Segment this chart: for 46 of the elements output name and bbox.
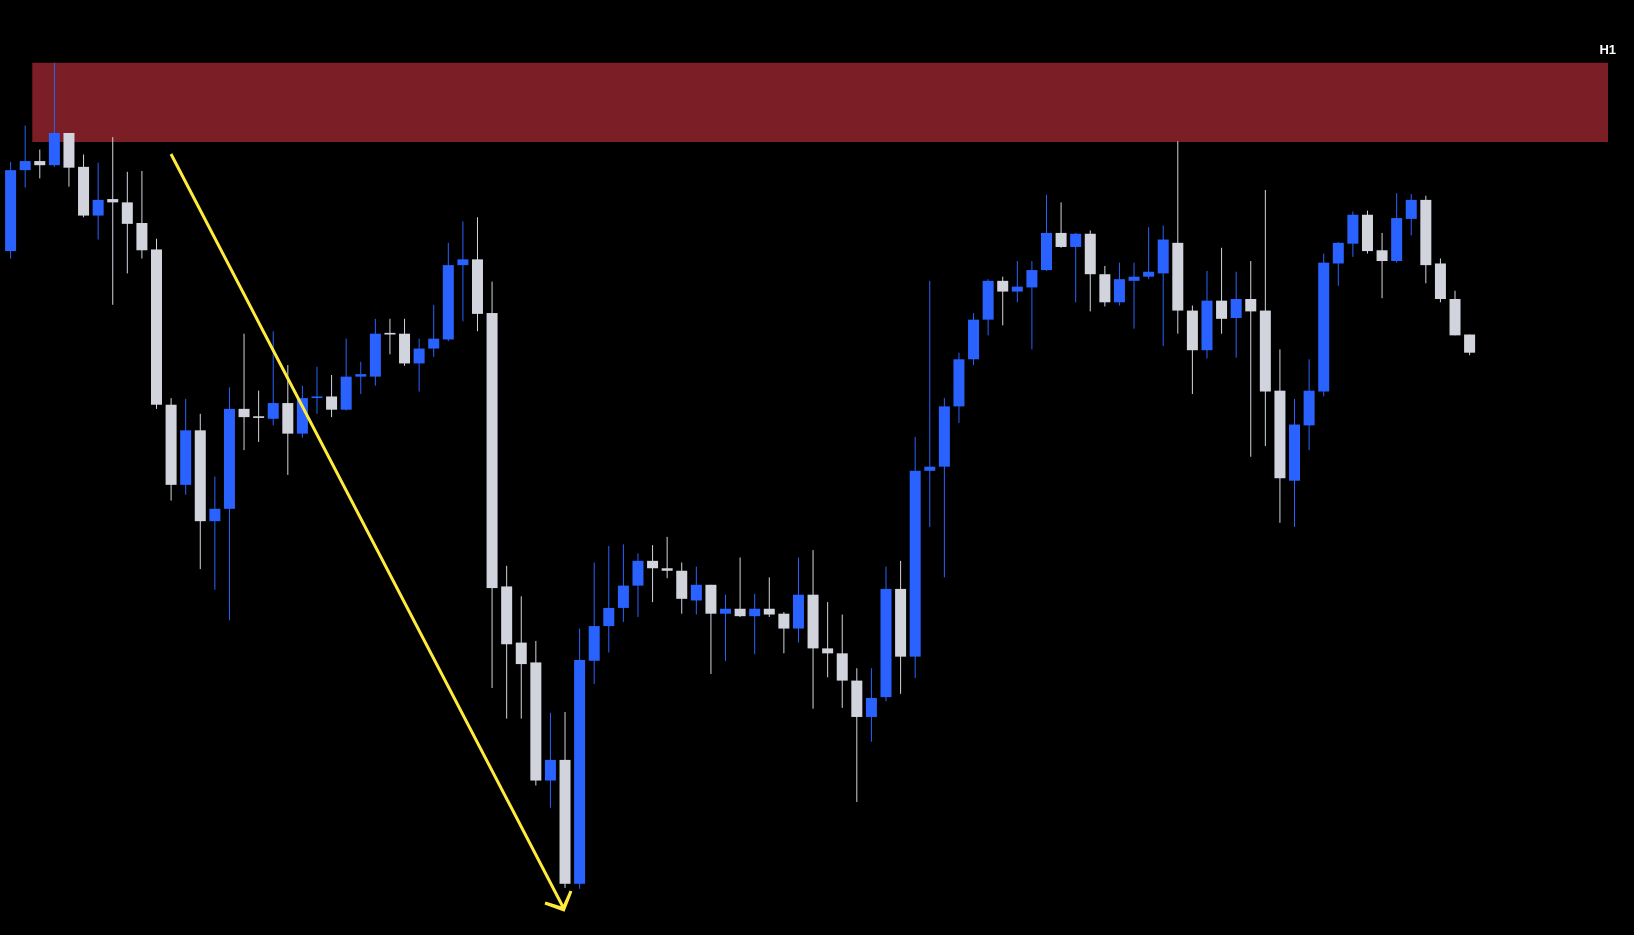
candlestick xyxy=(1230,271,1242,359)
candlestick xyxy=(749,593,761,655)
candlestick xyxy=(865,667,877,743)
candlestick xyxy=(617,543,629,623)
candlestick xyxy=(107,136,119,306)
candlestick xyxy=(384,318,396,355)
candlestick xyxy=(1055,201,1067,249)
candlestick xyxy=(19,125,31,188)
candlestick xyxy=(311,366,323,415)
candlestick xyxy=(1376,232,1388,299)
candlestick xyxy=(822,601,834,678)
candlestick xyxy=(34,149,46,179)
candlestick xyxy=(603,545,615,654)
candlestick xyxy=(924,280,936,528)
candlestick xyxy=(1245,260,1257,458)
candlestick xyxy=(253,390,265,443)
candlestick xyxy=(997,276,1009,326)
candlestick xyxy=(778,611,790,654)
candlestick xyxy=(355,361,367,395)
candlestick xyxy=(121,171,133,274)
candlestick xyxy=(413,338,425,393)
candlestick xyxy=(647,544,659,603)
candlestick xyxy=(1405,193,1417,236)
candlestick xyxy=(428,304,440,358)
candlestick xyxy=(544,712,556,809)
candlestick xyxy=(1128,262,1140,330)
candlestick xyxy=(1026,260,1038,350)
candlestick xyxy=(267,330,279,426)
candlestick xyxy=(1113,262,1125,307)
candlestick xyxy=(734,557,746,618)
candlestick xyxy=(1216,247,1228,335)
candlestick xyxy=(515,595,527,720)
candlestick xyxy=(1332,241,1344,287)
candlestick xyxy=(1070,232,1082,303)
candlestick xyxy=(1143,226,1155,280)
candlestick xyxy=(326,374,338,418)
text: H1 xyxy=(1599,42,1616,57)
candlestick xyxy=(720,594,732,662)
candlestick xyxy=(457,220,469,322)
candlestick xyxy=(209,476,221,591)
candlestick xyxy=(238,333,250,451)
candlestick xyxy=(763,576,775,618)
candlestick xyxy=(661,536,673,579)
candlestick xyxy=(690,566,702,616)
candlestick xyxy=(92,162,104,241)
candlestick xyxy=(1011,260,1023,303)
